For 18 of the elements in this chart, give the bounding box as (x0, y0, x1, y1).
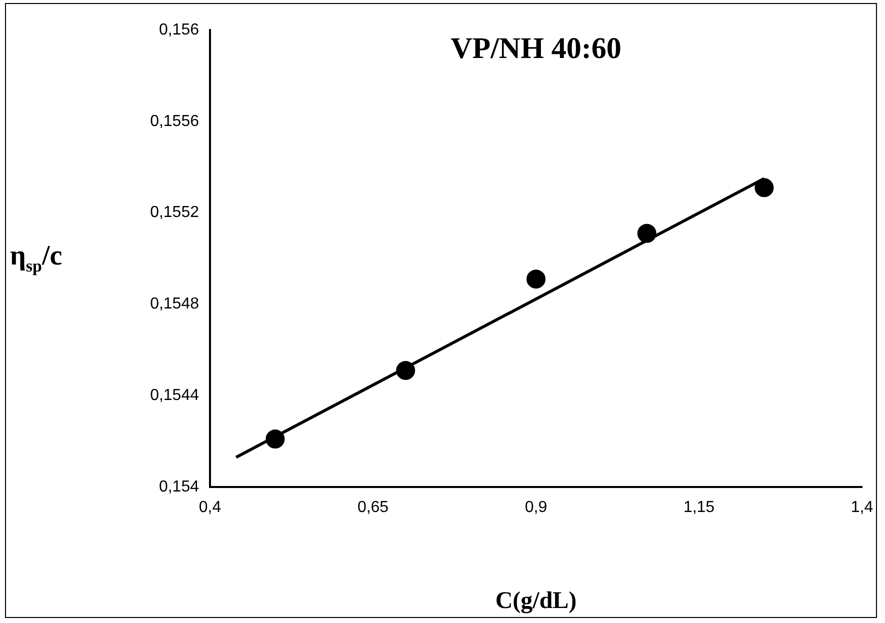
y-tick-label: 0,1552 (150, 204, 200, 222)
x-tick-label: 0,9 (524, 499, 548, 516)
y-tick-label: 0,1544 (150, 387, 200, 404)
x-axis-title: C(g/dL) (495, 588, 577, 614)
x-tick-label: 1,4 (850, 499, 874, 516)
chart-title: VP/NH 40:60 (450, 32, 622, 65)
point (637, 224, 656, 243)
y-tick-label: 0,154 (158, 478, 200, 496)
y-tick-label: 0,1556 (150, 112, 200, 130)
y-tick-label: 0,1548 (150, 296, 200, 313)
point (526, 270, 546, 289)
x-tick-label: 1,15 (683, 499, 715, 516)
x-tick-label: 0,65 (357, 499, 389, 516)
point (754, 178, 774, 198)
point (396, 360, 416, 380)
y-tick-label: 0,156 (158, 21, 200, 38)
x-tick-label: 0,4 (198, 499, 222, 516)
point (266, 430, 285, 449)
